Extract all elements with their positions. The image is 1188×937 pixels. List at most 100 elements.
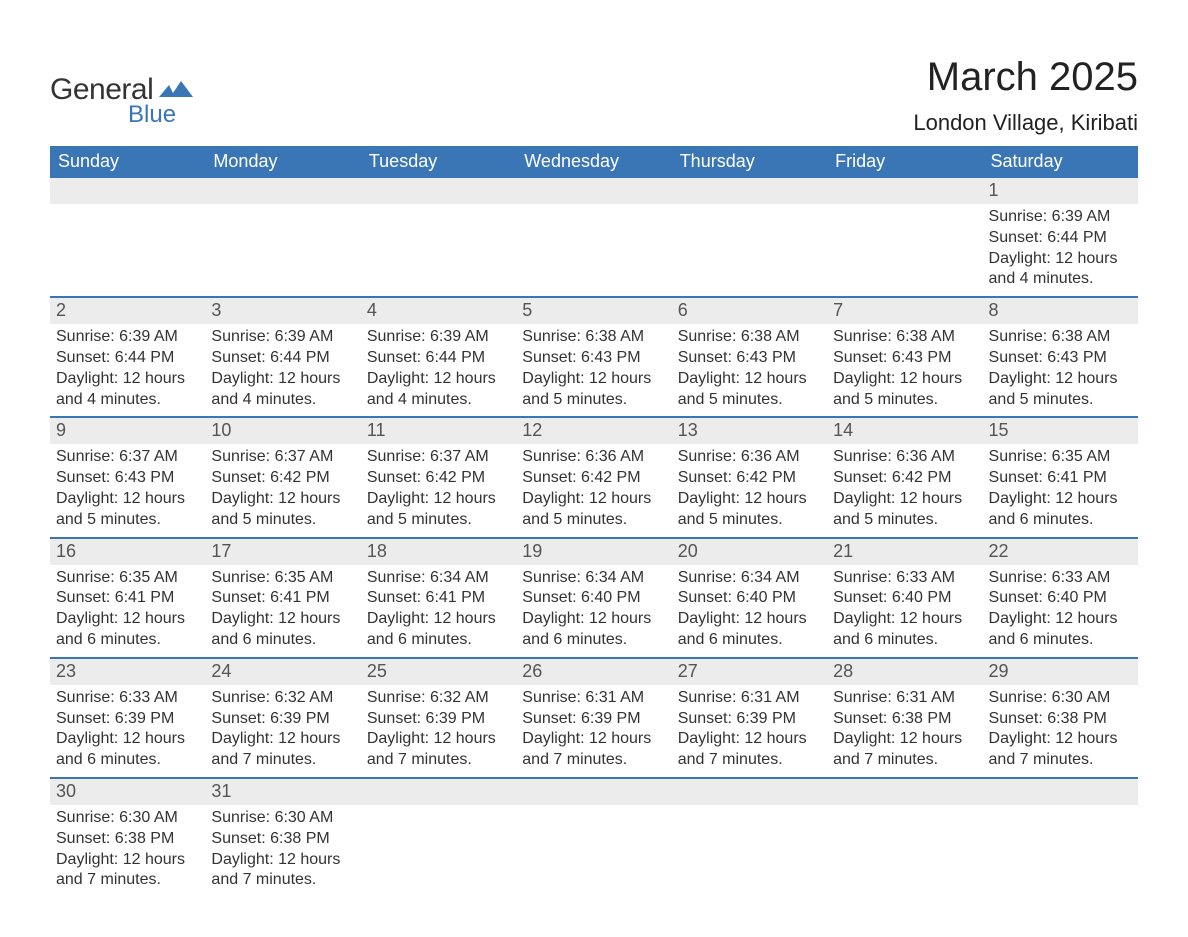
sunrise-line: Sunrise: 6:38 AM [522, 327, 665, 348]
sunrise-line: Sunrise: 6:32 AM [211, 688, 354, 709]
sunset-line: Sunset: 6:40 PM [522, 588, 665, 609]
day-number: 21 [827, 539, 982, 565]
day-details: Sunrise: 6:36 AMSunset: 6:42 PMDaylight:… [672, 444, 827, 536]
sunset-line: Sunset: 6:40 PM [678, 588, 821, 609]
calendar-day: 30Sunrise: 6:30 AMSunset: 6:38 PMDayligh… [50, 778, 205, 897]
day-number [361, 779, 516, 805]
daylight-line: Daylight: 12 hours and 6 minutes. [522, 609, 665, 651]
day-number [516, 178, 671, 204]
calendar-day: 15Sunrise: 6:35 AMSunset: 6:41 PMDayligh… [983, 417, 1138, 537]
day-details: Sunrise: 6:30 AMSunset: 6:38 PMDaylight:… [50, 805, 205, 897]
sunrise-line: Sunrise: 6:34 AM [678, 568, 821, 589]
daylight-line: Daylight: 12 hours and 4 minutes. [367, 369, 510, 411]
calendar-week: 1Sunrise: 6:39 AMSunset: 6:44 PMDaylight… [50, 178, 1138, 297]
calendar-week: 30Sunrise: 6:30 AMSunset: 6:38 PMDayligh… [50, 778, 1138, 897]
calendar-day: 16Sunrise: 6:35 AMSunset: 6:41 PMDayligh… [50, 538, 205, 658]
day-number: 26 [516, 659, 671, 685]
sunset-line: Sunset: 6:44 PM [211, 348, 354, 369]
sunset-line: Sunset: 6:43 PM [678, 348, 821, 369]
day-number: 23 [50, 659, 205, 685]
day-details [983, 805, 1138, 885]
daylight-line: Daylight: 12 hours and 5 minutes. [367, 489, 510, 531]
calendar-day: 25Sunrise: 6:32 AMSunset: 6:39 PMDayligh… [361, 658, 516, 778]
day-number: 29 [983, 659, 1138, 685]
sunset-line: Sunset: 6:41 PM [211, 588, 354, 609]
header-row: General Blue March 2025 London Village, … [50, 55, 1138, 136]
day-number: 24 [205, 659, 360, 685]
day-details: Sunrise: 6:31 AMSunset: 6:39 PMDaylight:… [516, 685, 671, 777]
day-details: Sunrise: 6:37 AMSunset: 6:43 PMDaylight:… [50, 444, 205, 536]
day-details: Sunrise: 6:39 AMSunset: 6:44 PMDaylight:… [50, 324, 205, 416]
calendar-table: SundayMondayTuesdayWednesdayThursdayFrid… [50, 146, 1138, 897]
sunset-line: Sunset: 6:38 PM [56, 829, 199, 850]
weekday-header: Monday [205, 146, 360, 178]
weekday-header: Friday [827, 146, 982, 178]
sunset-line: Sunset: 6:42 PM [678, 468, 821, 489]
day-number: 2 [50, 298, 205, 324]
sunset-line: Sunset: 6:39 PM [56, 709, 199, 730]
sunrise-line: Sunrise: 6:34 AM [522, 568, 665, 589]
calendar-day: 4Sunrise: 6:39 AMSunset: 6:44 PMDaylight… [361, 297, 516, 417]
sunrise-line: Sunrise: 6:35 AM [211, 568, 354, 589]
day-details: Sunrise: 6:39 AMSunset: 6:44 PMDaylight:… [361, 324, 516, 416]
day-details: Sunrise: 6:38 AMSunset: 6:43 PMDaylight:… [827, 324, 982, 416]
daylight-line: Daylight: 12 hours and 5 minutes. [678, 489, 821, 531]
day-number: 16 [50, 539, 205, 565]
day-details: Sunrise: 6:39 AMSunset: 6:44 PMDaylight:… [205, 324, 360, 416]
day-number [361, 178, 516, 204]
day-number [827, 779, 982, 805]
daylight-line: Daylight: 12 hours and 7 minutes. [56, 850, 199, 892]
daylight-line: Daylight: 12 hours and 6 minutes. [989, 609, 1132, 651]
calendar-day: 2Sunrise: 6:39 AMSunset: 6:44 PMDaylight… [50, 297, 205, 417]
calendar-page: General Blue March 2025 London Village, … [0, 0, 1188, 937]
calendar-week: 9Sunrise: 6:37 AMSunset: 6:43 PMDaylight… [50, 417, 1138, 537]
sunset-line: Sunset: 6:43 PM [522, 348, 665, 369]
daylight-line: Daylight: 12 hours and 7 minutes. [989, 729, 1132, 771]
calendar-day: 6Sunrise: 6:38 AMSunset: 6:43 PMDaylight… [672, 297, 827, 417]
day-details: Sunrise: 6:34 AMSunset: 6:40 PMDaylight:… [516, 565, 671, 657]
sunrise-line: Sunrise: 6:31 AM [678, 688, 821, 709]
day-details: Sunrise: 6:38 AMSunset: 6:43 PMDaylight:… [983, 324, 1138, 416]
day-number: 8 [983, 298, 1138, 324]
day-details: Sunrise: 6:34 AMSunset: 6:41 PMDaylight:… [361, 565, 516, 657]
sunset-line: Sunset: 6:43 PM [56, 468, 199, 489]
day-number: 6 [672, 298, 827, 324]
day-details: Sunrise: 6:31 AMSunset: 6:38 PMDaylight:… [827, 685, 982, 777]
sunset-line: Sunset: 6:41 PM [989, 468, 1132, 489]
sunrise-line: Sunrise: 6:32 AM [367, 688, 510, 709]
day-details [672, 805, 827, 885]
calendar-day: 9Sunrise: 6:37 AMSunset: 6:43 PMDaylight… [50, 417, 205, 537]
daylight-line: Daylight: 12 hours and 5 minutes. [211, 489, 354, 531]
sunrise-line: Sunrise: 6:35 AM [989, 447, 1132, 468]
weekday-header: Wednesday [516, 146, 671, 178]
day-details [205, 204, 360, 284]
daylight-line: Daylight: 12 hours and 5 minutes. [56, 489, 199, 531]
day-details [827, 805, 982, 885]
sunset-line: Sunset: 6:39 PM [367, 709, 510, 730]
calendar-head: SundayMondayTuesdayWednesdayThursdayFrid… [50, 146, 1138, 178]
daylight-line: Daylight: 12 hours and 7 minutes. [678, 729, 821, 771]
sunset-line: Sunset: 6:42 PM [211, 468, 354, 489]
day-number: 17 [205, 539, 360, 565]
day-number [516, 779, 671, 805]
day-number: 13 [672, 418, 827, 444]
sunset-line: Sunset: 6:44 PM [56, 348, 199, 369]
day-number: 9 [50, 418, 205, 444]
sunset-line: Sunset: 6:41 PM [56, 588, 199, 609]
daylight-line: Daylight: 12 hours and 5 minutes. [522, 489, 665, 531]
calendar-day: 20Sunrise: 6:34 AMSunset: 6:40 PMDayligh… [672, 538, 827, 658]
day-number: 1 [983, 178, 1138, 204]
day-details: Sunrise: 6:37 AMSunset: 6:42 PMDaylight:… [361, 444, 516, 536]
daylight-line: Daylight: 12 hours and 5 minutes. [522, 369, 665, 411]
day-number: 12 [516, 418, 671, 444]
day-number: 4 [361, 298, 516, 324]
calendar-day: 23Sunrise: 6:33 AMSunset: 6:39 PMDayligh… [50, 658, 205, 778]
daylight-line: Daylight: 12 hours and 6 minutes. [833, 609, 976, 651]
calendar-week: 16Sunrise: 6:35 AMSunset: 6:41 PMDayligh… [50, 538, 1138, 658]
sunset-line: Sunset: 6:40 PM [833, 588, 976, 609]
sunset-line: Sunset: 6:38 PM [211, 829, 354, 850]
daylight-line: Daylight: 12 hours and 6 minutes. [56, 609, 199, 651]
sunrise-line: Sunrise: 6:36 AM [833, 447, 976, 468]
logo-text-b: Blue [128, 101, 193, 129]
calendar-day: 26Sunrise: 6:31 AMSunset: 6:39 PMDayligh… [516, 658, 671, 778]
